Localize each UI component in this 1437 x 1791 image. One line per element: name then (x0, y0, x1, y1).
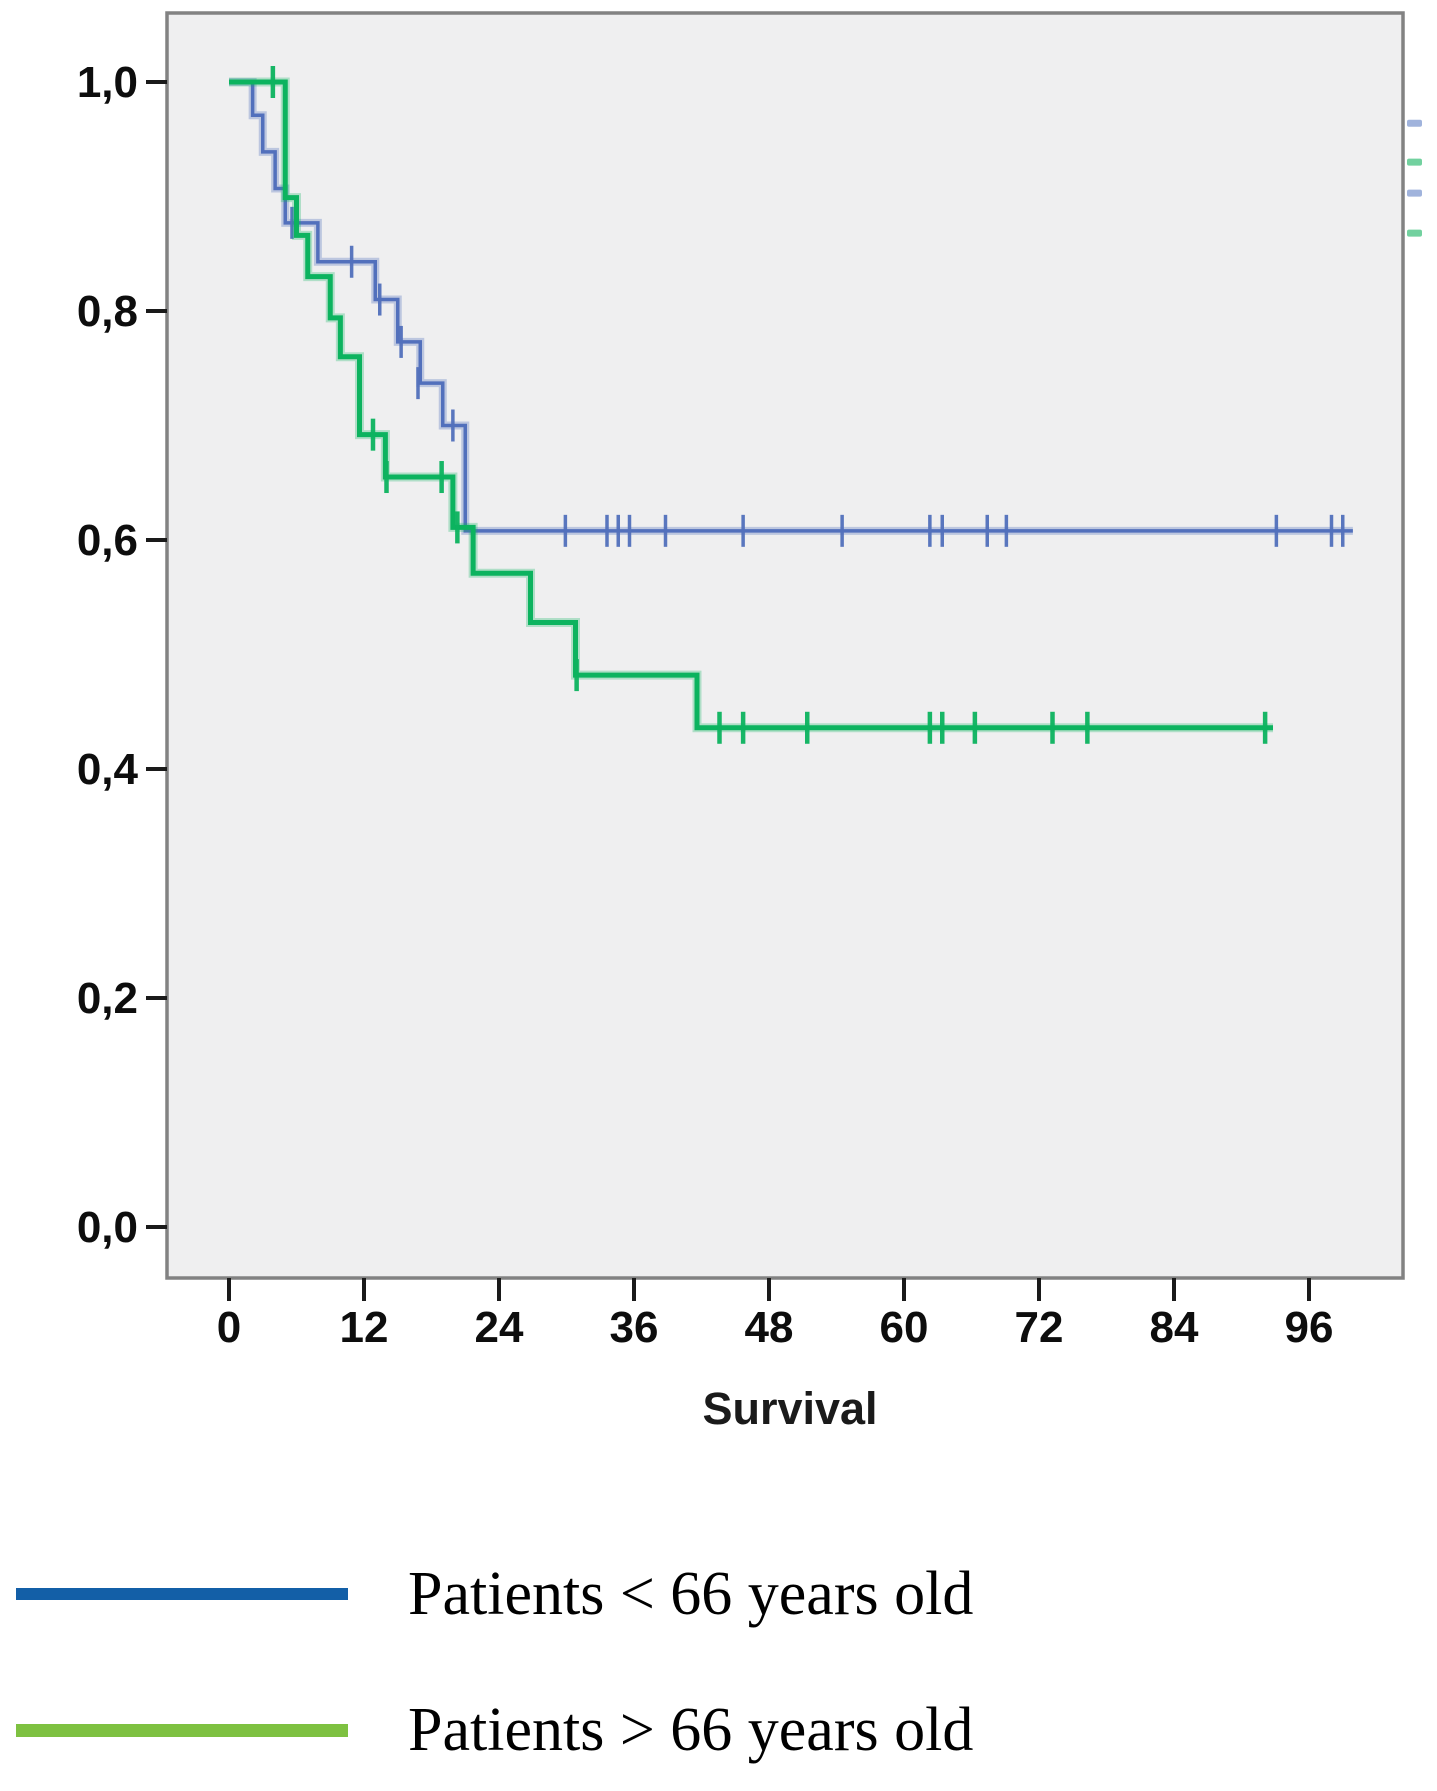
x-tick-label: 48 (745, 1303, 794, 1352)
y-tick-label: 1,0 (77, 58, 138, 107)
cropped-legend-mark (1407, 229, 1422, 237)
x-tick-label: 72 (1015, 1303, 1064, 1352)
cropped-legend-mark (1407, 119, 1422, 127)
x-tick-label: 60 (880, 1303, 929, 1352)
y-tick-label: 0,4 (77, 745, 139, 794)
cropped-legend-mark (1407, 189, 1422, 197)
cropped-legend-mark (1407, 158, 1422, 166)
legend-swatch-under-66 (16, 1588, 348, 1600)
x-tick-label: 24 (475, 1303, 524, 1352)
y-tick-label: 0,2 (77, 974, 138, 1023)
legend-label-over-66: Patients > 66 years old (408, 1696, 974, 1764)
plot-border (165, 11, 1405, 1280)
x-tick-label: 12 (340, 1303, 389, 1352)
legend-item-under-66: Patients < 66 years old (0, 1561, 973, 1627)
legend-swatch-over-66 (16, 1723, 348, 1737)
x-tick-label: 96 (1285, 1303, 1334, 1352)
plot-area (167, 13, 1403, 1278)
x-tick-label: 84 (1150, 1303, 1199, 1352)
x-axis-title: Survival (702, 1383, 877, 1434)
y-tick-label: 0,6 (77, 516, 138, 565)
y-tick-label: 0,0 (77, 1203, 138, 1252)
y-tick-label: 0,8 (77, 287, 138, 336)
x-tick-label: 0 (217, 1303, 241, 1352)
legend-item-over-66: Patients > 66 years old (0, 1697, 973, 1763)
legend-label-under-66: Patients < 66 years old (408, 1560, 974, 1628)
survival-curve-under-66 (229, 80, 1353, 533)
x-tick-label: 36 (610, 1303, 659, 1352)
